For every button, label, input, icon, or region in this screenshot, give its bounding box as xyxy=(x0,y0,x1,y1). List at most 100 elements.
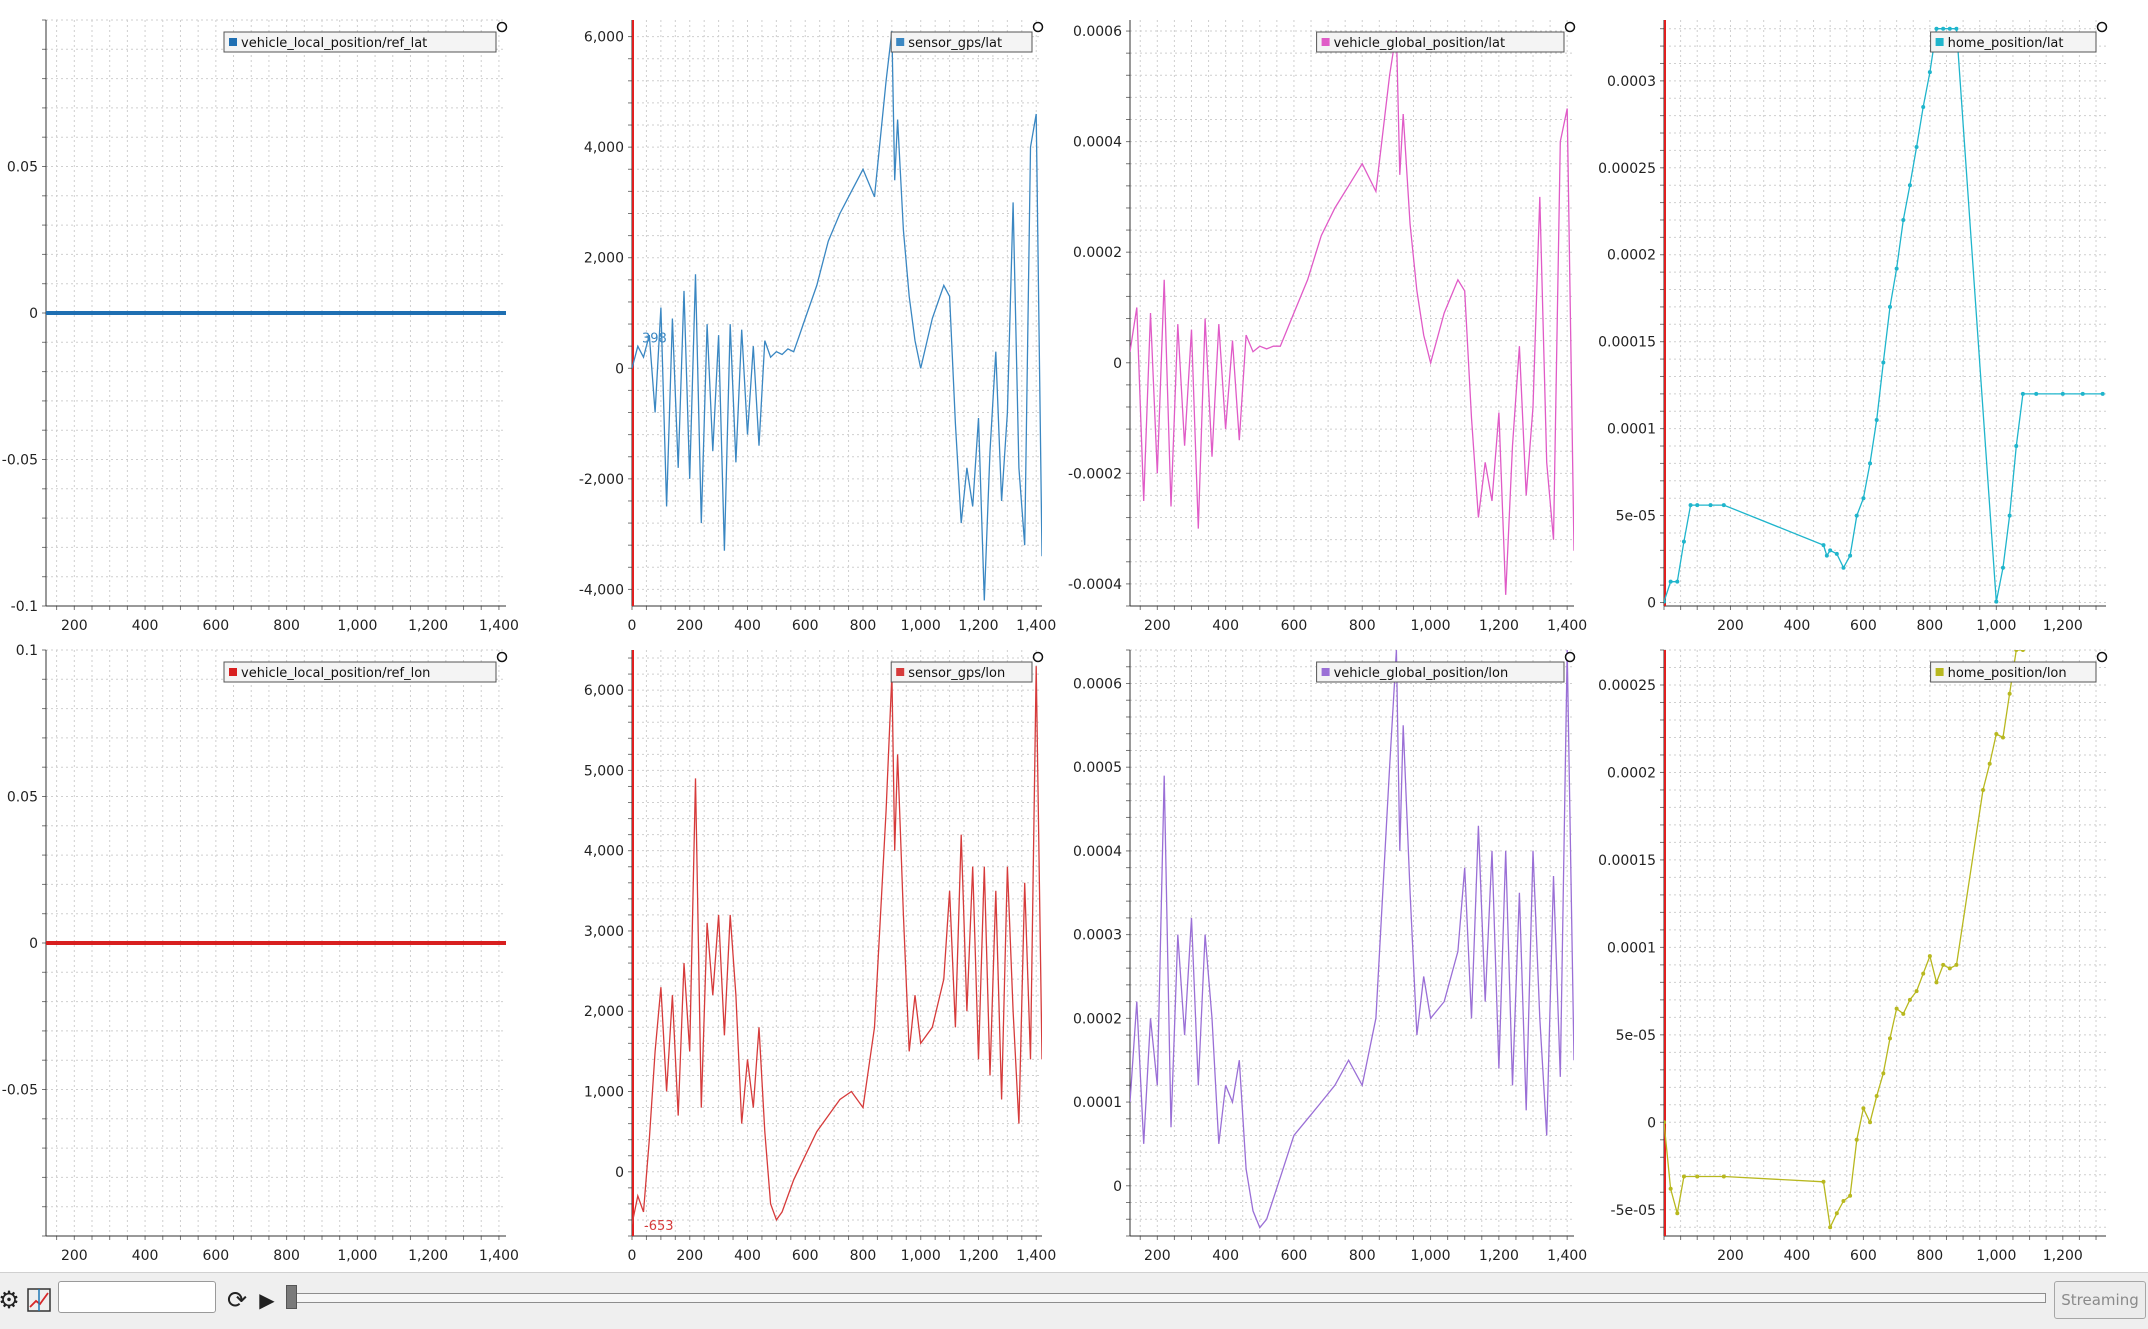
series-point xyxy=(1848,553,1853,558)
time-slider[interactable] xyxy=(288,1293,2046,1303)
series-point xyxy=(1921,104,1926,109)
y-tick-label: 5e-05 xyxy=(1616,1028,1656,1044)
series-point xyxy=(1695,503,1700,508)
y-tick-label: 0.00025 xyxy=(1598,161,1656,177)
x-tick-label: 1,400 xyxy=(1016,1248,1056,1264)
x-tick-label: 200 xyxy=(676,618,703,634)
y-tick-label: 0.0004 xyxy=(1073,844,1122,860)
y-tick-label: 1,000 xyxy=(584,1085,624,1101)
series-point xyxy=(1828,548,1833,553)
series-line xyxy=(1664,650,2023,1230)
plot-grid[interactable]: 0.05 0 -0.05 -0.1 200 400 600 800 1,000 1,200 1,40… xyxy=(0,0,2148,1272)
value-annotation: -653 xyxy=(644,1219,674,1234)
plot-panel-3[interactable]: 0.0006 0.0004 0.0002 0 -0.0002 -0.0004 200 400 6… xyxy=(1068,20,1587,634)
x-tick-label: 400 xyxy=(1212,618,1239,634)
series-point xyxy=(1868,1120,1873,1125)
y-tick-label: -4,000 xyxy=(579,582,624,598)
x-tick-label: 400 xyxy=(132,618,159,634)
x-tick-label: 200 xyxy=(1717,1248,1744,1264)
y-tick-label: -0.05 xyxy=(2,453,38,469)
x-tick-label: 800 xyxy=(1349,618,1376,634)
series-point xyxy=(1994,731,1999,736)
legend-swatch xyxy=(896,38,905,46)
x-tick-label: 1,200 xyxy=(2043,618,2083,634)
series-point xyxy=(1664,1120,1666,1125)
legend-label: vehicle_global_position/lat xyxy=(1334,36,1506,51)
x-tick-label: 1,400 xyxy=(1547,618,1587,634)
series-point xyxy=(1921,971,1926,976)
time-slider-handle[interactable] xyxy=(286,1285,297,1309)
y-tick-label: 0.05 xyxy=(7,790,38,806)
streaming-button[interactable]: Streaming xyxy=(2054,1281,2146,1319)
y-tick-label: 0.05 xyxy=(7,160,38,176)
y-tick-label: -0.0002 xyxy=(1068,466,1122,482)
chart-layout-icon[interactable] xyxy=(24,1285,54,1315)
x-tick-label: 600 xyxy=(792,618,819,634)
plot-area[interactable]: 0.05 0 -0.05 -0.1 200 400 600 800 1,000 1,200 1,40… xyxy=(0,0,2148,1272)
time-input[interactable] xyxy=(58,1281,216,1313)
series-point xyxy=(1664,599,1666,604)
plot-panel-8[interactable]: 0.00025 0.0002 0.00015 0.0001 5e-05 0 -5e-05 20… xyxy=(1598,648,2108,1264)
series-point xyxy=(2080,391,2085,396)
series-point xyxy=(1901,217,1906,222)
series-point xyxy=(2060,391,2065,396)
x-tick-label: 600 xyxy=(202,618,229,634)
y-tick-label: 0 xyxy=(29,936,38,952)
x-tick-label: 400 xyxy=(132,1248,159,1264)
plot-panel-2[interactable]: 6,000 4,000 2,000 0 -2,000 -4,000 0 200 400 600 80… xyxy=(579,20,1056,634)
x-tick-label: 1,200 xyxy=(1479,1248,1519,1264)
y-tick-label: 0 xyxy=(615,1165,624,1181)
refresh-icon[interactable]: ⟳ xyxy=(226,1286,248,1314)
play-icon[interactable]: ▶ xyxy=(259,1288,275,1312)
gear-icon[interactable]: ⚙ xyxy=(0,1286,20,1314)
y-tick-label: 0.0003 xyxy=(1607,74,1656,90)
legend-swatch xyxy=(229,668,237,676)
plot-panel-4[interactable]: 0.0003 0.00025 0.0002 0.00015 0.0001 5e-05 0 20… xyxy=(1598,20,2108,634)
x-tick-label: 600 xyxy=(792,1248,819,1264)
x-tick-label: 800 xyxy=(1349,1248,1376,1264)
series-point xyxy=(2007,513,2012,518)
plot-panel-5[interactable]: 0.1 0.05 0 -0.05 200 400 600 800 1,000 1,200 1,400… xyxy=(2,643,519,1264)
series-point xyxy=(1841,1199,1846,1204)
series-line xyxy=(632,666,1042,1225)
plot-panel-7[interactable]: 0.0006 0.0005 0.0004 0.0003 0.0002 0.0001 0 200… xyxy=(1073,649,1587,1264)
y-tick-label: 0.0001 xyxy=(1073,1095,1122,1111)
y-tick-label: 6,000 xyxy=(584,683,624,699)
x-tick-label: 400 xyxy=(1784,618,1811,634)
x-tick-label: 600 xyxy=(1281,618,1308,634)
legend-box xyxy=(890,31,1033,53)
x-tick-label: 200 xyxy=(61,1248,88,1264)
y-tick-label: 0.0005 xyxy=(1073,760,1122,776)
y-tick-label: 0.0002 xyxy=(1073,245,1122,261)
legend-box xyxy=(1316,661,1565,683)
x-tick-label: 800 xyxy=(850,618,877,634)
x-tick-label: 800 xyxy=(273,618,300,634)
x-tick-label: 600 xyxy=(1850,618,1877,634)
y-tick-label: 0.0002 xyxy=(1607,248,1656,264)
series-point xyxy=(1881,1071,1886,1076)
legend-box xyxy=(223,661,497,683)
legend-swatch xyxy=(896,668,905,676)
plot-panel-1[interactable]: 0.05 0 -0.05 -0.1 200 400 600 800 1,000 1,200 1,40… xyxy=(2,19,519,634)
series-point xyxy=(1821,1179,1826,1184)
corner-handle-icon xyxy=(1564,651,1576,663)
series-point xyxy=(1981,787,1986,792)
x-tick-label: 0 xyxy=(628,1248,637,1264)
y-tick-label: 0 xyxy=(1647,596,1656,612)
series-point xyxy=(1941,26,1946,31)
value-annotation: 398 xyxy=(642,331,667,346)
legend-box xyxy=(1930,31,2097,53)
series-point xyxy=(1874,1094,1879,1099)
y-tick-label: 0.0004 xyxy=(1073,135,1122,151)
series-point xyxy=(1848,1193,1853,1198)
y-tick-label: -2,000 xyxy=(579,472,624,488)
legend-box xyxy=(223,31,497,53)
x-tick-label: 1,000 xyxy=(1411,618,1451,634)
y-tick-label: 6,000 xyxy=(584,30,624,46)
y-tick-label: 5e-05 xyxy=(1616,509,1656,525)
x-tick-label: 600 xyxy=(1850,1248,1877,1264)
series-point xyxy=(1681,1174,1686,1179)
series-point xyxy=(1721,503,1726,508)
x-tick-label: 800 xyxy=(850,1248,877,1264)
plot-panel-6[interactable]: 6,000 5,000 4,000 3,000 2,000 1,000 0 0 200 400 60… xyxy=(584,650,1056,1264)
